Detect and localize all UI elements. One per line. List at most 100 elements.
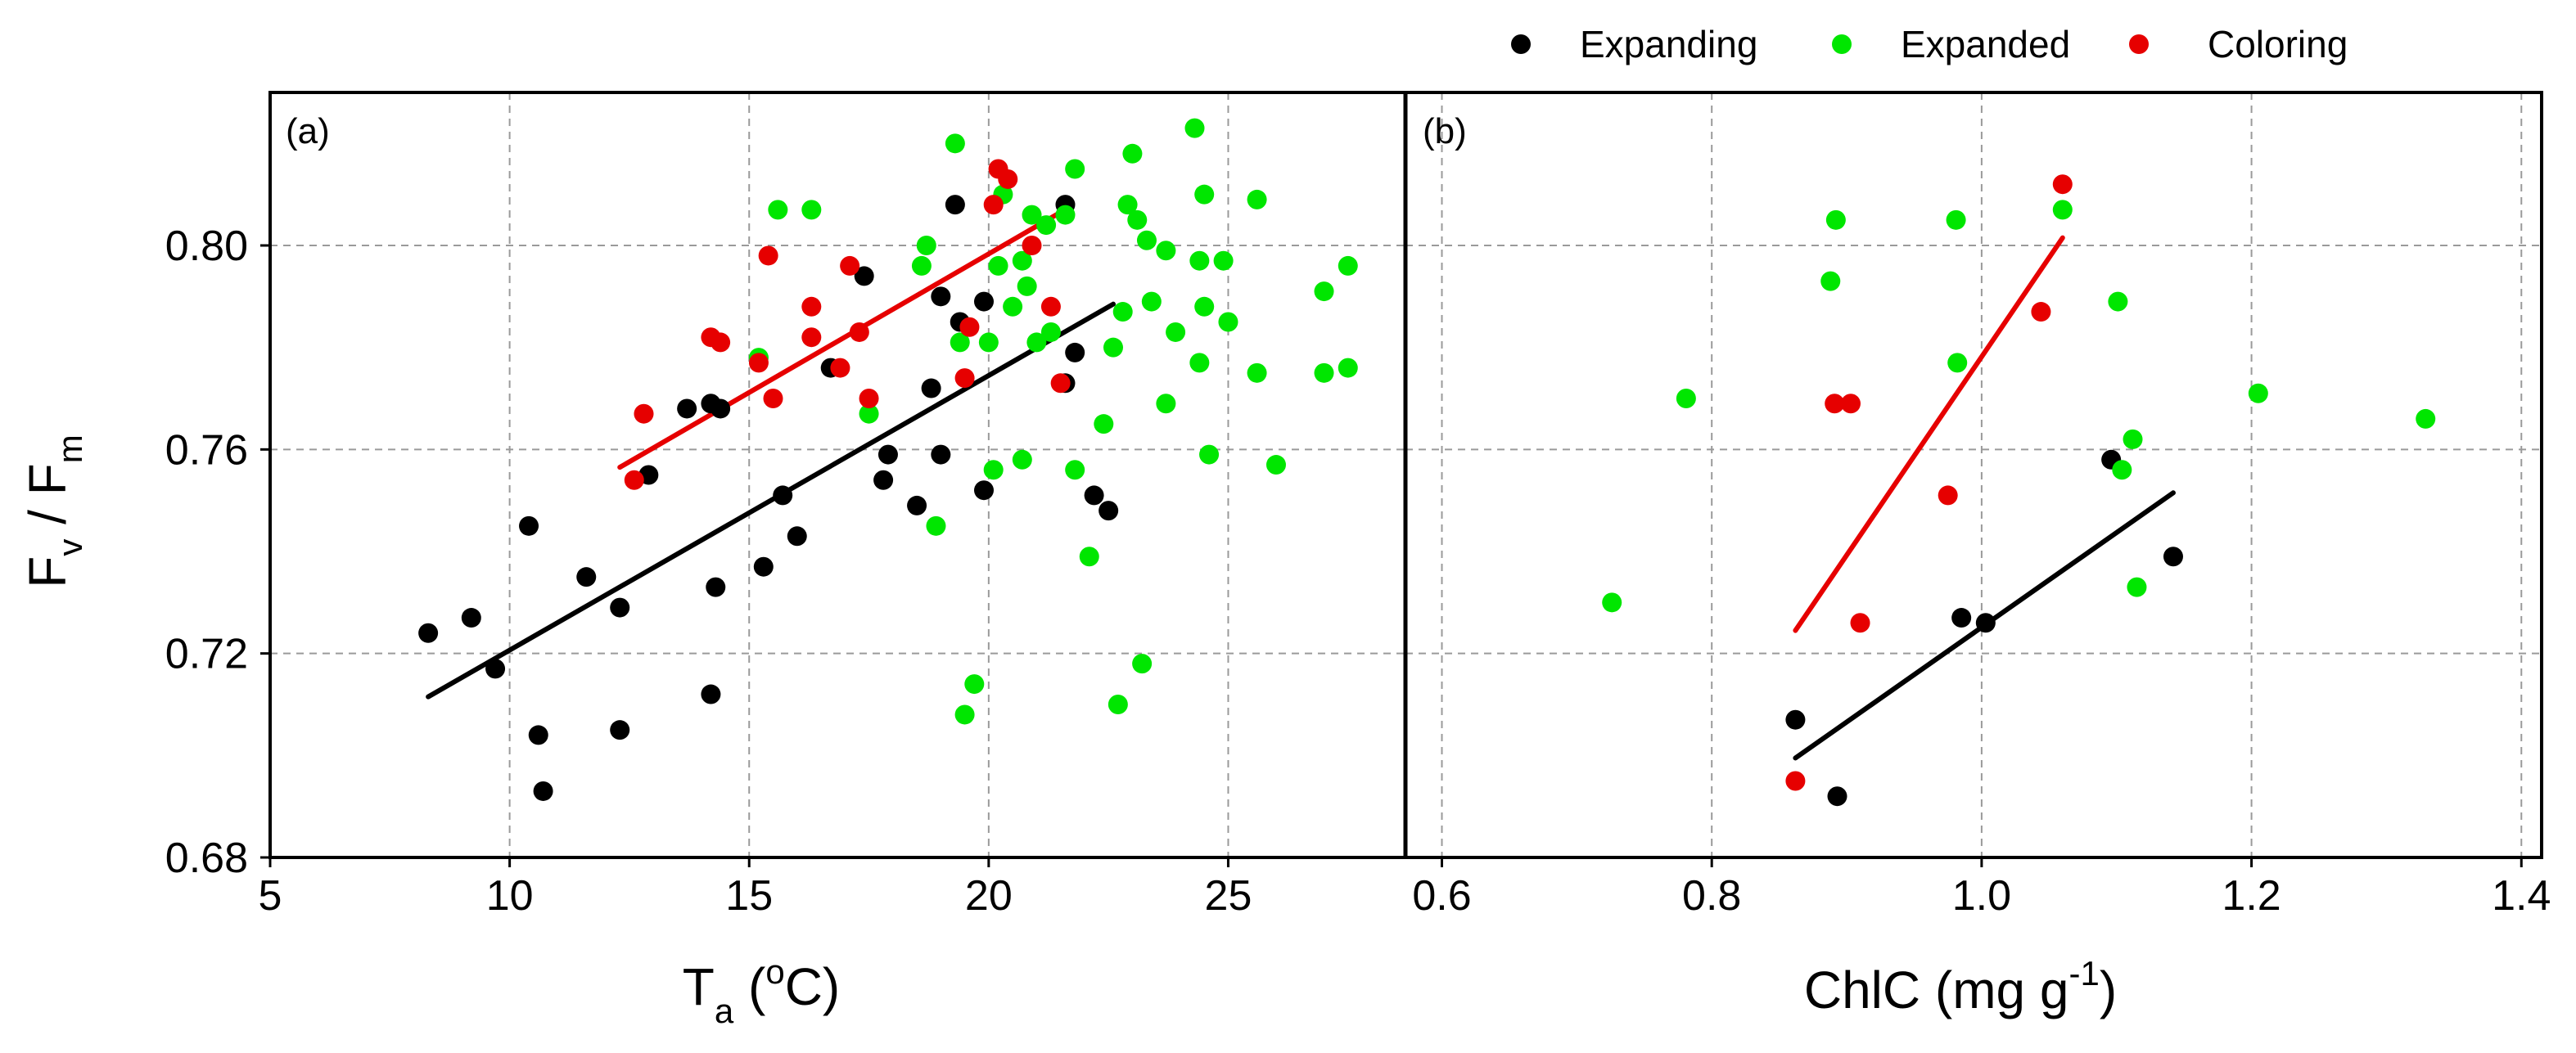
data-point-coloring <box>758 245 778 266</box>
data-point-expanding <box>1951 608 1972 628</box>
x-tick-label: 20 <box>965 872 1013 920</box>
data-point-expanded <box>1194 184 1215 205</box>
data-point-coloring <box>711 332 731 353</box>
data-point-expanded <box>2123 429 2143 449</box>
y-tick-label: 0.68 <box>165 835 248 882</box>
data-point-coloring <box>1040 296 1061 317</box>
data-point-expanding <box>787 526 807 547</box>
panel-label-b: (b) <box>1423 111 1467 151</box>
data-point-expanding <box>973 291 994 312</box>
legend-marker-coloring <box>2129 34 2149 54</box>
data-point-expanded <box>954 704 975 725</box>
x-tick-label: 0.8 <box>1682 872 1741 920</box>
data-point-coloring <box>998 169 1018 189</box>
data-point-expanded <box>1676 389 1696 408</box>
data-point-coloring <box>954 368 975 389</box>
data-point-expanded <box>801 200 822 220</box>
x-axis-ticks-a: 5 10 15 20 25 <box>259 857 1252 920</box>
data-point-expanded <box>1136 230 1157 250</box>
data-point-expanded <box>1065 159 1085 179</box>
data-point-expanding <box>533 781 553 801</box>
x-tick-label: 1.2 <box>2222 872 2281 920</box>
data-point-expanding <box>773 485 793 506</box>
data-point-expanded <box>1112 302 1133 322</box>
data-point-expanding <box>973 480 994 501</box>
data-point-expanding <box>677 398 697 419</box>
gridlines-a <box>270 92 1405 857</box>
data-point-coloring <box>1938 485 1958 506</box>
legend: Expanding Expanded Coloring <box>1511 23 2348 65</box>
data-point-expanding <box>528 725 548 745</box>
data-point-expanded <box>1156 241 1176 261</box>
data-point-expanded <box>1012 449 1032 470</box>
data-point-expanding <box>1975 613 1996 633</box>
data-point-expanded <box>1166 322 1186 342</box>
data-point-expanding <box>711 398 731 419</box>
data-point-expanded <box>1022 205 1042 225</box>
data-points-a <box>418 118 1358 801</box>
data-point-expanded <box>1189 250 1210 271</box>
data-point-expanded <box>1003 296 1023 317</box>
data-point-expanded <box>1946 209 1966 230</box>
data-point-expanded <box>1265 455 1286 475</box>
gridlines-b <box>1405 92 2542 857</box>
fit-line-expanding <box>426 301 1117 700</box>
data-point-expanding <box>1827 786 1847 807</box>
panel-b: 0.6 0.8 1.0 1.2 1.4 (b) ChlC (mg g-1) <box>1405 92 2551 1019</box>
data-point-expanded <box>2108 291 2128 312</box>
data-point-expanded <box>1247 362 1267 383</box>
data-point-expanded <box>1108 695 1128 714</box>
data-point-expanded <box>1040 322 1061 342</box>
x-tick-label: 5 <box>259 872 282 920</box>
data-point-expanded <box>983 460 1004 480</box>
data-point-expanded <box>859 403 879 424</box>
data-point-expanded <box>1094 414 1114 434</box>
panel-a: 5 10 15 20 25 (a) Ta (oC) <box>259 92 1405 1030</box>
data-point-expanded <box>945 133 965 154</box>
data-point-expanded <box>1127 209 1148 230</box>
data-point-expanding <box>519 515 539 536</box>
x-tick-label: 10 <box>486 872 534 920</box>
x-tick-label: 1.4 <box>2492 872 2551 920</box>
data-point-coloring <box>1022 236 1042 255</box>
y-axis-ticks: 0.68 0.72 0.76 0.80 <box>165 223 270 882</box>
data-point-expanded <box>1065 460 1085 480</box>
data-point-expanding <box>1065 342 1085 362</box>
data-point-expanding <box>873 470 894 490</box>
data-point-coloring <box>983 195 1004 215</box>
data-point-expanded <box>1825 209 1846 230</box>
data-point-coloring <box>1050 373 1071 394</box>
legend-label-expanding: Expanding <box>1580 23 1757 65</box>
data-point-expanding <box>753 556 774 577</box>
data-point-expanding <box>931 286 951 307</box>
data-point-expanding <box>1099 501 1119 521</box>
data-point-expanding <box>877 444 898 465</box>
data-point-expanded <box>1194 296 1215 317</box>
data-point-expanding <box>701 684 721 704</box>
fit-line-coloring <box>617 209 1063 470</box>
data-point-expanded <box>1103 337 1124 358</box>
data-point-coloring <box>830 358 850 378</box>
data-point-coloring <box>2052 174 2073 195</box>
data-point-expanded <box>1947 353 1968 373</box>
x-axis-title-b: ChlC (mg g-1) <box>1804 954 2117 1019</box>
data-point-coloring <box>748 353 769 373</box>
data-point-coloring <box>1785 771 1806 791</box>
data-point-expanded <box>950 332 970 353</box>
data-point-expanding <box>921 378 941 398</box>
data-point-expanding <box>610 720 630 740</box>
panel-label-a: (a) <box>286 111 330 151</box>
data-points-b <box>1602 174 2436 807</box>
data-point-expanding <box>945 195 965 215</box>
data-point-expanded <box>1213 250 1234 271</box>
data-point-expanded <box>1189 353 1210 373</box>
data-point-coloring <box>763 389 783 408</box>
data-point-expanded <box>1820 271 1841 291</box>
data-point-expanded <box>1017 276 1037 296</box>
data-point-expanded <box>1247 189 1267 209</box>
data-point-expanding <box>485 659 506 679</box>
data-point-coloring <box>2031 302 2051 322</box>
data-point-expanded <box>1036 215 1057 236</box>
fit-lines-a <box>426 209 1117 700</box>
